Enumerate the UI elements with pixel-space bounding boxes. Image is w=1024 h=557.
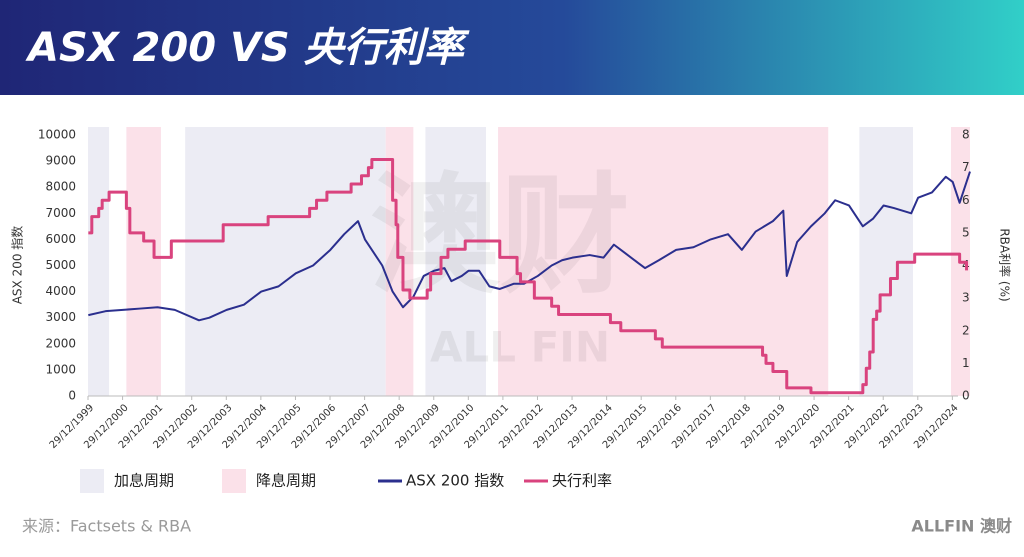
y-tick-label: 8000 (45, 180, 76, 194)
y-tick-label: 1000 (45, 362, 76, 376)
y2-tick-label: 3 (962, 291, 970, 305)
logo: ALLFIN 澳财 (911, 517, 1012, 536)
period-band (425, 127, 486, 396)
y2-tick-label: 0 (962, 389, 970, 403)
header-banner (0, 0, 1024, 95)
y2-tick-label: 5 (962, 225, 970, 239)
period-band (126, 127, 161, 396)
period-band (88, 127, 110, 396)
y2-tick-label: 1 (962, 356, 970, 370)
legend-label: 降息周期 (256, 472, 316, 490)
y-tick-label: 5000 (45, 258, 76, 272)
chart-title: ASX 200 VS 央行利率 (25, 25, 470, 71)
y2-tick-label: 2 (962, 323, 970, 337)
legend-label: 央行利率 (552, 472, 612, 490)
period-band (185, 127, 386, 396)
period-band (385, 127, 414, 396)
series-line (88, 171, 971, 322)
y2-tick-label: 8 (962, 128, 970, 142)
period-band (498, 127, 829, 396)
y-tick-label: 7000 (45, 206, 76, 220)
watermark: 澳财 (370, 160, 630, 312)
y-tick-label: 3000 (45, 310, 76, 324)
source: 来源：Factsets & RBA (22, 517, 191, 536)
y-tick-label: 2000 (45, 336, 76, 350)
y-tick-label: 4000 (45, 284, 76, 298)
y2-tick-label: 6 (962, 193, 970, 207)
y-tick-label: 0 (68, 389, 76, 403)
y2-axis-label: RBA利率 (%) (998, 228, 1013, 301)
y-tick-label: 9000 (45, 154, 76, 168)
legend-label: 加息周期 (114, 472, 174, 490)
legend-label: ASX 200 指数 (406, 472, 504, 490)
legend-swatch (222, 469, 246, 493)
y-tick-label: 6000 (45, 232, 76, 246)
watermark: ALL FIN (430, 323, 610, 372)
legend-swatch (80, 469, 104, 493)
y-tick-label: 10000 (38, 128, 76, 142)
y2-tick-label: 7 (962, 160, 970, 174)
series-line (88, 157, 969, 395)
y-axis-label: ASX 200 指数 (10, 226, 25, 305)
